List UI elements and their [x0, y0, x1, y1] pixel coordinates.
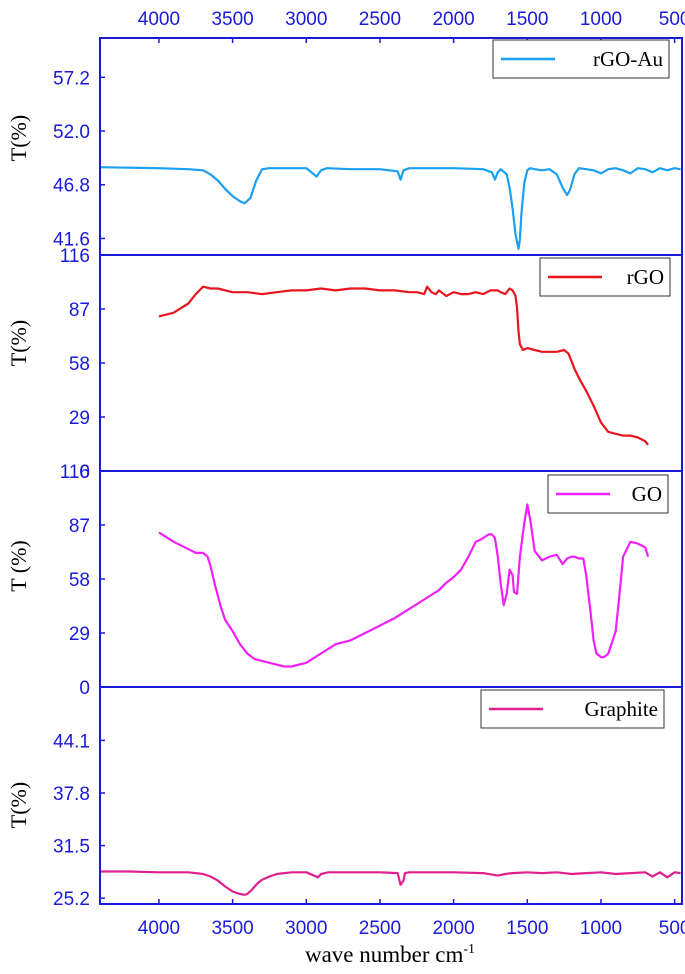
- legend: rGO-Au: [492, 39, 670, 79]
- panel-frames: [99, 37, 683, 905]
- top-x-tick-label: 3000: [285, 9, 327, 30]
- y-axis-label: T(%): [6, 782, 31, 828]
- bottom-x-tick-label: 1000: [580, 918, 622, 939]
- bottom-x-tick-label: 1500: [506, 918, 548, 939]
- panel-1: 57.2 52.0 46.8 41.6 T(%) rGO-Au: [6, 39, 681, 250]
- y-tick-label: 25.2: [53, 889, 90, 910]
- panel-2: 116 87 58 29 0 T(%) rGO: [6, 246, 671, 483]
- top-x-tick-label: 2500: [359, 9, 401, 30]
- y-tick-label: 0: [79, 462, 90, 483]
- y-tick-label: 87: [69, 300, 90, 321]
- y-tick-label: 46.8: [53, 176, 90, 197]
- top-x-tick-label: 1000: [580, 9, 622, 30]
- y-tick-label: 116: [60, 246, 90, 267]
- y-tick-label: 31.5: [53, 837, 90, 858]
- series-line: [158, 503, 650, 668]
- series-line: [100, 870, 681, 896]
- legend: rGO: [539, 257, 671, 297]
- y-tick-label: 29: [69, 624, 90, 645]
- y-tick-label: 57.2: [53, 68, 90, 89]
- series-line: [99, 166, 681, 250]
- y-tick-label: 44.1: [53, 731, 90, 752]
- top-x-tick-label: 2000: [432, 9, 474, 30]
- bottom-x-tick-label: 4000: [138, 918, 180, 939]
- bottom-x-tick-label: 2000: [432, 918, 474, 939]
- y-tick-label: 116: [60, 462, 90, 483]
- y-tick-label: 58: [69, 354, 90, 375]
- top-x-tick-label: 4000: [138, 9, 180, 30]
- y-tick-label: 58: [69, 570, 90, 591]
- y-tick-label: 41.6: [53, 229, 90, 250]
- y-axis-label: T(%): [6, 115, 31, 161]
- bottom-x-tick-label: 2500: [359, 918, 401, 939]
- y-tick-label: 87: [69, 516, 90, 537]
- y-axis-label: T(%): [6, 320, 31, 366]
- legend: GO: [547, 474, 669, 514]
- series-line: [158, 285, 649, 446]
- y-tick-label: 29: [69, 408, 90, 429]
- bottom-x-tick-label: 3000: [285, 918, 327, 939]
- bottom-x-tick-label: 500: [659, 918, 685, 939]
- y-tick-label: 37.8: [53, 784, 90, 805]
- y-axis-label: T (%): [6, 540, 31, 592]
- bottom-x-tick-label: 3500: [211, 918, 253, 939]
- legend: Graphite: [480, 689, 665, 729]
- legend-label: rGO-Au: [593, 47, 663, 71]
- panel-frame: [99, 686, 683, 905]
- x-axis-label-sup: -1: [463, 942, 475, 957]
- legend-label: GO: [632, 482, 662, 506]
- top-x-tick-label: 3500: [211, 9, 253, 30]
- bottom-x-axis: 4000 3500 3000 2500 2000 1500 1000 500: [138, 899, 685, 939]
- panel-3: 116 87 58 29 0 T (%) GO: [6, 462, 669, 699]
- legend-label: Graphite: [585, 697, 658, 721]
- top-x-tick-label: 500: [659, 9, 685, 30]
- y-tick-label: 52.0: [53, 122, 90, 143]
- legend-label: rGO: [627, 265, 664, 289]
- x-axis-label-main: wave number cm: [305, 942, 463, 967]
- chart-panels: 57.2 52.0 46.8 41.6 T(%) rGO-Au 116 87 58 29 0 T(%)…: [6, 39, 681, 910]
- y-tick-label: 0: [79, 678, 90, 699]
- x-axis-label: wave number cm-1: [305, 942, 475, 967]
- top-x-tick-label: 1500: [506, 9, 548, 30]
- panel-4: 44.1 37.8 31.5 25.2 T(%) Graphite: [6, 689, 681, 910]
